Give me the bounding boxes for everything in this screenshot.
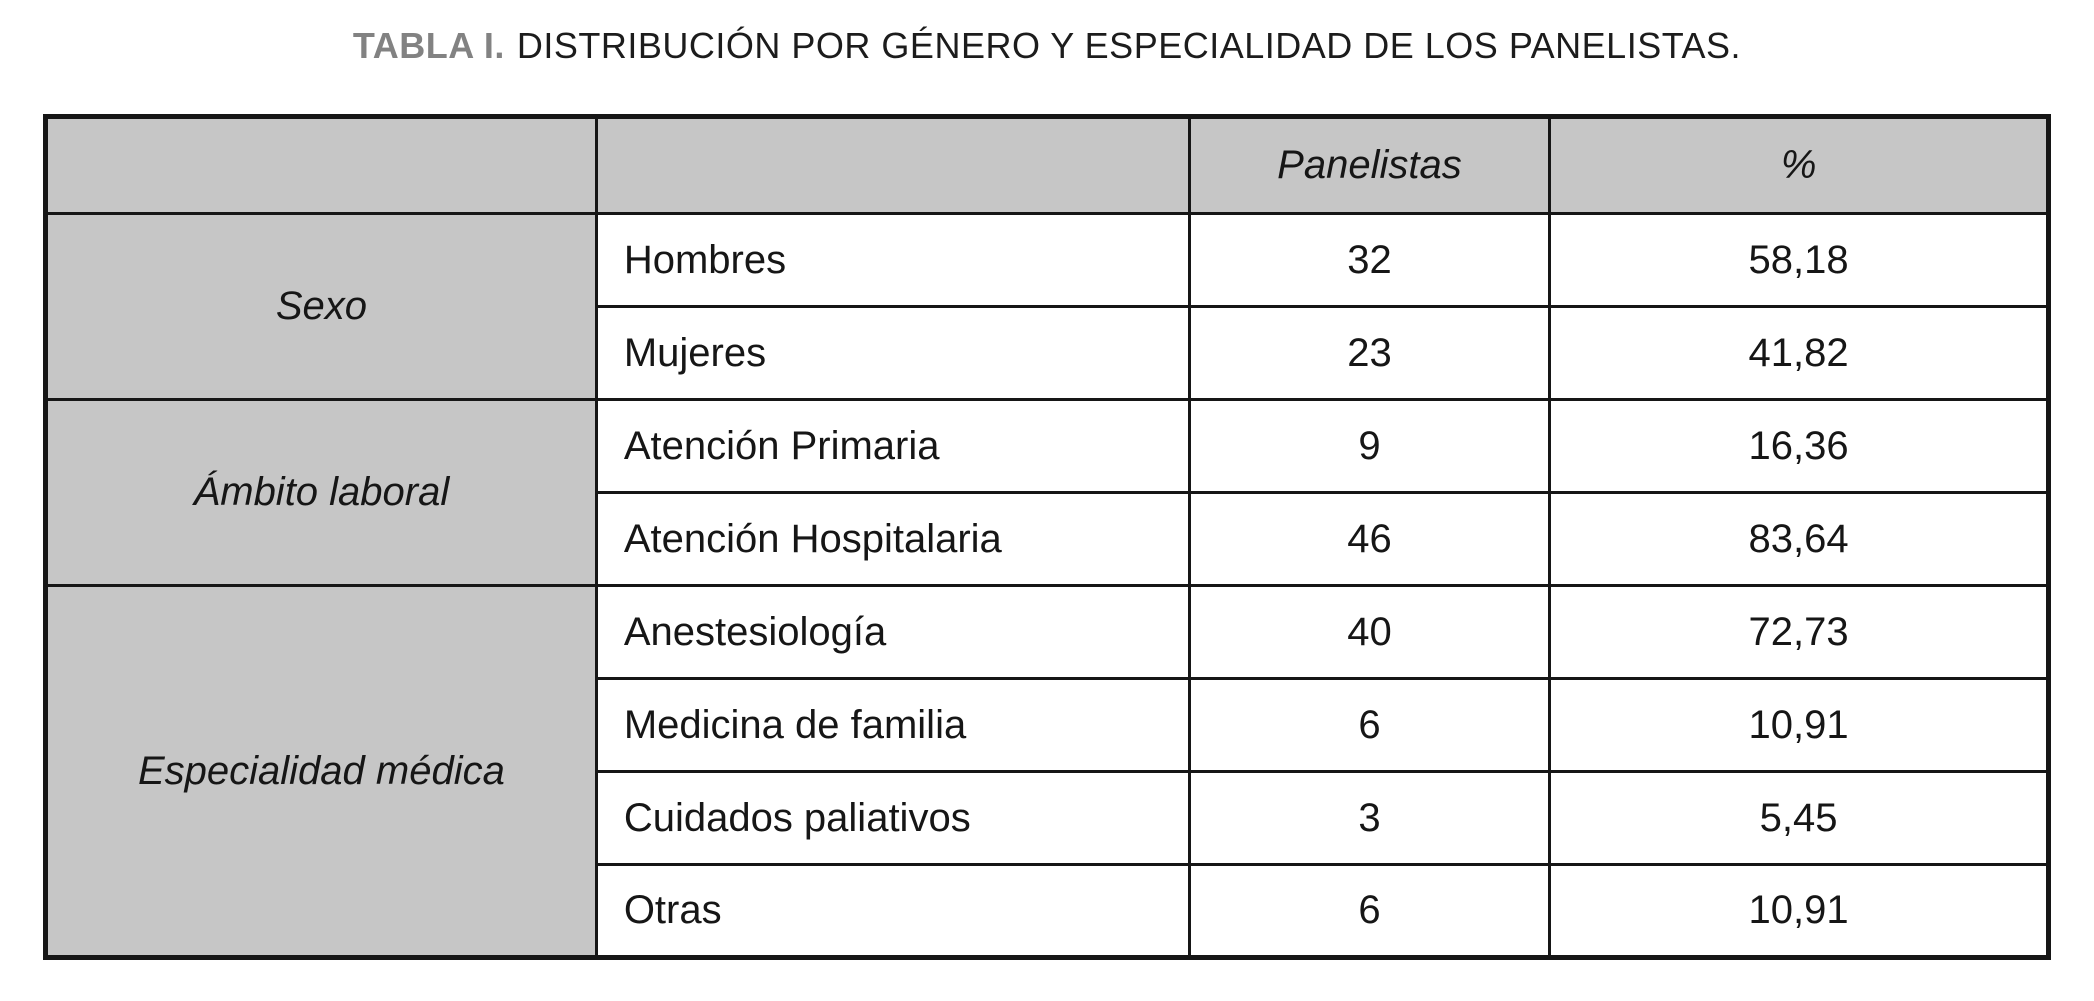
percent-cell: 83,64	[1548, 491, 2050, 587]
table-row: Otras 6 10,91	[46, 863, 2050, 959]
table-title-text: DISTRIBUCIÓN POR GÉNERO Y ESPECIALIDAD D…	[516, 25, 1742, 66]
table-row: Especialidad médica Anestesiología 40 72…	[44, 584, 2050, 959]
panelistas-cell: 46	[1187, 491, 1552, 587]
category-cell: Otras	[594, 863, 1191, 959]
panelistas-cell: 9	[1187, 398, 1552, 494]
percent-cell: 72,73	[1548, 584, 2050, 680]
percent-cell: 58,18	[1548, 212, 2050, 308]
panelistas-cell: 32	[1187, 212, 1552, 308]
category-cell: Atención Hospitalaria	[594, 491, 1191, 587]
percent-cell: 5,45	[1548, 770, 2050, 866]
table-title-prefix: TABLA I.	[352, 25, 505, 66]
group-label-especialidad-medica: Especialidad médica	[44, 584, 598, 959]
panelistas-cell: 3	[1187, 770, 1552, 866]
group-label-sexo: Sexo	[44, 212, 598, 401]
header-cell-percent: %	[1548, 115, 2050, 215]
header-row: Panelistas %	[44, 115, 2050, 215]
percent-cell: 16,36	[1548, 398, 2050, 494]
percent-cell: 10,91	[1548, 677, 2050, 773]
panelistas-cell: 6	[1187, 863, 1552, 959]
header-cell-empty-1	[44, 115, 598, 215]
category-cell: Cuidados paliativos	[594, 770, 1191, 866]
panelistas-cell: 40	[1187, 584, 1552, 680]
table-row: Mujeres 23 41,82	[46, 305, 2050, 401]
header-cell-panelistas: Panelistas	[1187, 115, 1552, 215]
panelistas-cell: 23	[1187, 305, 1552, 401]
percent-cell: 41,82	[1548, 305, 2050, 401]
percent-cell: 10,91	[1548, 863, 2050, 959]
category-cell: Medicina de familia	[594, 677, 1191, 773]
table-title: TABLA I. DISTRIBUCIÓN POR GÉNERO Y ESPECI…	[0, 24, 2094, 68]
category-cell: Anestesiología	[594, 584, 1191, 680]
table-row: Cuidados paliativos 3 5,45	[46, 770, 2050, 866]
table-row: Sexo Hombres 32 58,18	[44, 212, 2050, 401]
panelistas-cell: 6	[1187, 677, 1552, 773]
table-row: Atención Hospitalaria 46 83,64	[46, 491, 2050, 587]
category-cell: Hombres	[594, 212, 1191, 308]
category-cell: Mujeres	[594, 305, 1191, 401]
category-cell: Atención Primaria	[594, 398, 1191, 494]
group-label-ambito-laboral: Ámbito laboral	[44, 398, 598, 587]
table-row: Medicina de familia 6 10,91	[46, 677, 2050, 773]
header-cell-empty-2	[594, 115, 1191, 215]
panelists-table: Panelistas % Sexo Hombres 32 58,18 Mujer…	[43, 114, 2051, 960]
table-row: Ámbito laboral Atención Primaria 9 16,36	[44, 398, 2050, 587]
